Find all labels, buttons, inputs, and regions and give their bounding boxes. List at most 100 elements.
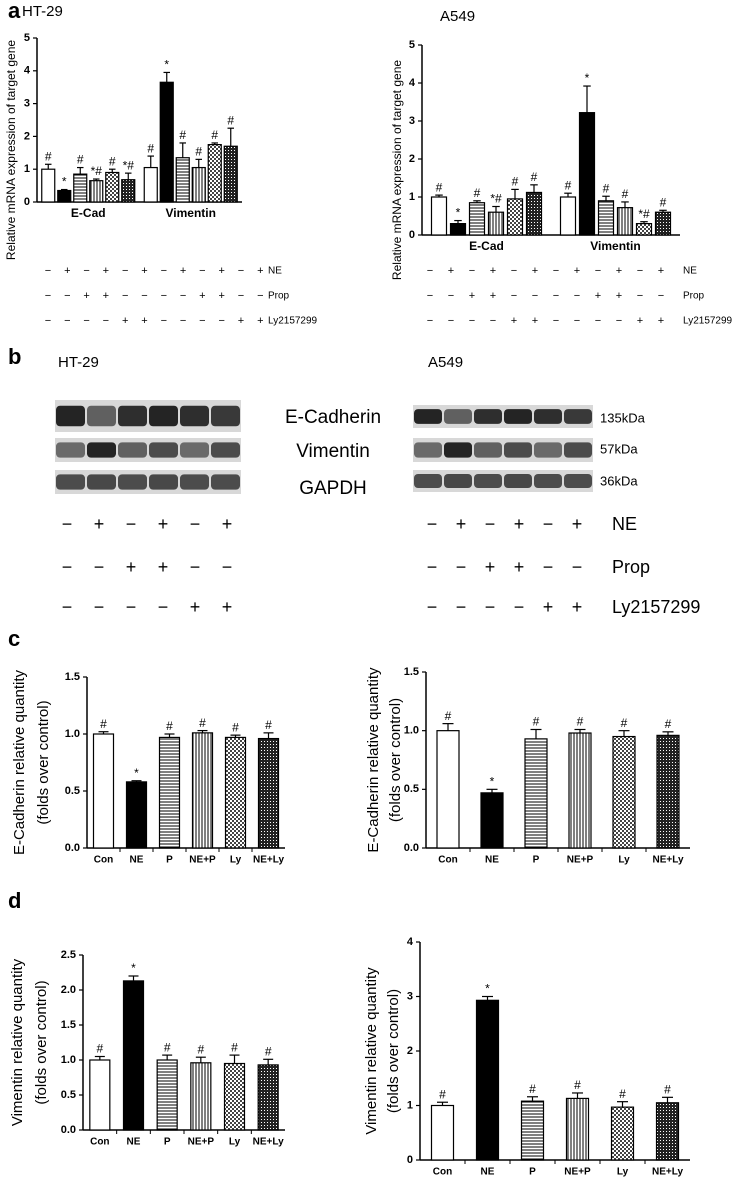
significance-label: # xyxy=(474,186,481,200)
significance-label: # xyxy=(603,181,610,195)
significance-label: # xyxy=(231,1040,238,1054)
significance-label: # xyxy=(227,113,234,127)
bar xyxy=(257,737,280,849)
treatment-sign: + xyxy=(158,557,169,577)
significance-label: # xyxy=(96,1042,103,1056)
blot-band xyxy=(444,473,472,489)
y-tick-label: 1.0 xyxy=(404,725,419,737)
treatment-sign: − xyxy=(427,597,438,617)
treatment-sign: + xyxy=(595,290,601,302)
treatment-sign: + xyxy=(616,290,622,302)
y-tick-label: 0 xyxy=(407,1154,413,1166)
bar xyxy=(257,1064,279,1131)
treatment-sign: − xyxy=(574,290,580,302)
bar xyxy=(207,144,222,203)
significance-label: # xyxy=(77,153,84,167)
significance-label: *# xyxy=(638,207,650,221)
treatment-sign: − xyxy=(532,290,538,302)
bar xyxy=(506,198,524,236)
blot-band xyxy=(87,474,116,490)
significance-label: # xyxy=(445,709,452,723)
significance-label: # xyxy=(574,1078,581,1092)
treatment-sign: − xyxy=(543,514,554,534)
x-tick-label: Vimentin xyxy=(590,239,640,253)
blot-band xyxy=(444,442,472,458)
y-tick-label: 2.5 xyxy=(61,949,76,961)
significance-label: * xyxy=(585,71,590,85)
treatment-sign: − xyxy=(553,290,559,302)
blot-band xyxy=(414,409,442,424)
y-tick-label: 0 xyxy=(409,229,415,241)
blot-band xyxy=(534,442,562,458)
treatment-sign: − xyxy=(427,514,438,534)
treatment-label: Prop xyxy=(268,291,290,302)
treatment-sign: − xyxy=(456,557,467,577)
treatment-sign: − xyxy=(658,290,664,302)
size-label: 36kDa xyxy=(600,473,638,488)
treatment-sign: − xyxy=(126,597,137,617)
x-tick-label: Con xyxy=(94,855,113,866)
treatment-sign: − xyxy=(595,265,601,277)
treatment-sign: − xyxy=(158,597,169,617)
treatment-sign: − xyxy=(595,315,601,327)
y-axis-label: E-Cadherin relative quantity xyxy=(365,667,382,853)
x-tick-label: Ly xyxy=(618,855,630,866)
bar xyxy=(190,1062,212,1131)
y-tick-label: 1.5 xyxy=(65,671,80,683)
bar xyxy=(191,732,214,849)
treatment-sign: − xyxy=(83,315,89,327)
bar xyxy=(191,166,206,203)
panel-label: c xyxy=(8,626,20,651)
treatment-sign: + xyxy=(122,315,128,327)
bar xyxy=(57,189,72,203)
y-axis-label: (folds over control) xyxy=(33,980,50,1104)
bar xyxy=(122,980,145,1131)
panel-label: b xyxy=(8,344,21,369)
y-axis-label: Relative mRNA expression of target gene xyxy=(390,60,404,280)
bar xyxy=(449,223,467,236)
treatment-label: Ly2157299 xyxy=(683,316,733,327)
y-tick-label: 0.5 xyxy=(404,783,419,795)
y-axis-label: E-Cadherin relative quantity xyxy=(11,669,28,855)
x-tick-label: Vimentin xyxy=(166,206,216,220)
y-tick-label: 2 xyxy=(409,153,415,165)
blot-band xyxy=(504,409,532,424)
treatment-sign: + xyxy=(485,557,496,577)
treatment-sign: + xyxy=(83,290,89,302)
bar xyxy=(568,732,592,849)
bar xyxy=(224,736,247,849)
significance-label: # xyxy=(45,149,52,163)
treatment-sign: + xyxy=(222,597,233,617)
treatment-sign: − xyxy=(126,514,137,534)
significance-label: *# xyxy=(123,158,135,172)
bar xyxy=(520,1100,545,1161)
x-tick-label: NE xyxy=(130,855,144,866)
blot-band xyxy=(180,442,209,458)
chart-title: A549 xyxy=(440,8,475,25)
bar xyxy=(578,112,596,236)
treatment-sign: − xyxy=(490,315,496,327)
x-tick-label: Ly xyxy=(230,855,242,866)
x-tick-label: P xyxy=(164,1137,171,1148)
significance-label: * xyxy=(62,175,67,189)
treatment-sign: − xyxy=(83,265,89,277)
blot-band xyxy=(87,442,116,458)
significance-label: * xyxy=(490,775,495,789)
bar xyxy=(656,734,680,849)
treatment-sign: − xyxy=(616,315,622,327)
treatment-sign: − xyxy=(62,557,73,577)
treatment-sign: − xyxy=(427,315,433,327)
bar xyxy=(159,81,174,203)
bar xyxy=(565,1097,590,1161)
blot-background xyxy=(413,438,593,462)
blot-band xyxy=(414,442,442,458)
significance-label: # xyxy=(109,154,116,168)
significance-label: # xyxy=(199,716,206,730)
bar xyxy=(616,207,634,236)
significance-label: * xyxy=(456,206,461,220)
blot-title: HT-29 xyxy=(58,354,99,371)
bar xyxy=(635,223,653,236)
treatment-sign: − xyxy=(62,597,73,617)
blot-band xyxy=(564,442,592,458)
significance-label: # xyxy=(179,128,186,142)
